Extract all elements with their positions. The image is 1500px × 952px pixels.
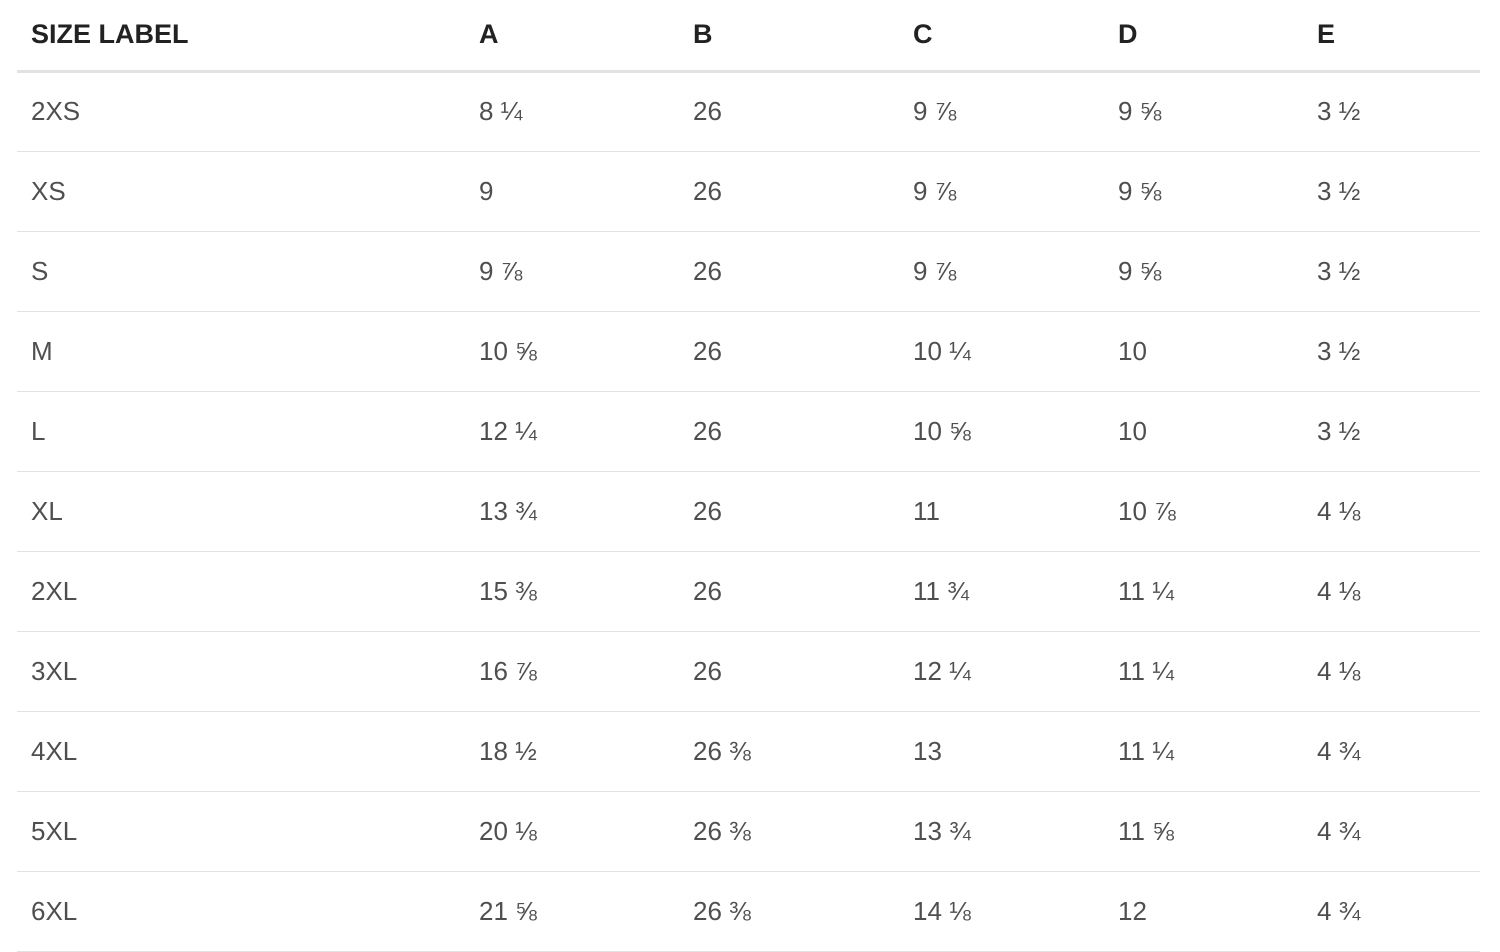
header-c: C <box>899 0 1104 73</box>
cell-a: 20 ⅛ <box>465 791 679 872</box>
cell-e: 4 ¾ <box>1303 711 1480 792</box>
cell-c: 11 <box>899 471 1104 552</box>
cell-d: 9 ⅝ <box>1104 71 1303 152</box>
cell-d: 10 <box>1104 311 1303 392</box>
cell-e: 3 ½ <box>1303 151 1480 232</box>
cell-a: 9 ⅞ <box>465 231 679 312</box>
cell-a: 9 <box>465 151 679 232</box>
cell-size-label: 2XL <box>17 551 465 632</box>
header-d: D <box>1104 0 1303 73</box>
cell-e: 3 ½ <box>1303 391 1480 472</box>
cell-d: 9 ⅝ <box>1104 231 1303 312</box>
cell-b: 26 <box>679 311 899 392</box>
header-e: E <box>1303 0 1480 73</box>
cell-d: 11 ¼ <box>1104 711 1303 792</box>
cell-a: 21 ⅝ <box>465 871 679 952</box>
table-row: 6XL 21 ⅝ 26 ⅜ 14 ⅛ 12 4 ¾ <box>17 871 1480 952</box>
cell-b: 26 <box>679 551 899 632</box>
cell-c: 10 ⅝ <box>899 391 1104 472</box>
cell-a: 13 ¾ <box>465 471 679 552</box>
cell-c: 11 ¾ <box>899 551 1104 632</box>
cell-e: 4 ⅛ <box>1303 551 1480 632</box>
cell-d: 11 ¼ <box>1104 551 1303 632</box>
cell-b: 26 <box>679 391 899 472</box>
cell-size-label: S <box>17 231 465 312</box>
cell-c: 14 ⅛ <box>899 871 1104 952</box>
cell-c: 12 ¼ <box>899 631 1104 712</box>
cell-size-label: M <box>17 311 465 392</box>
cell-d: 11 ⅝ <box>1104 791 1303 872</box>
table-header-row: SIZE LABEL A B C D E <box>17 0 1480 73</box>
cell-d: 9 ⅝ <box>1104 151 1303 232</box>
cell-c: 13 <box>899 711 1104 792</box>
cell-e: 4 ¾ <box>1303 791 1480 872</box>
cell-b: 26 <box>679 471 899 552</box>
cell-b: 26 <box>679 631 899 712</box>
cell-c: 13 ¾ <box>899 791 1104 872</box>
header-b: B <box>679 0 899 73</box>
cell-c: 10 ¼ <box>899 311 1104 392</box>
cell-a: 15 ⅜ <box>465 551 679 632</box>
cell-d: 11 ¼ <box>1104 631 1303 712</box>
cell-e: 4 ¾ <box>1303 871 1480 952</box>
cell-size-label: 6XL <box>17 871 465 952</box>
cell-a: 16 ⅞ <box>465 631 679 712</box>
cell-c: 9 ⅞ <box>899 231 1104 312</box>
cell-e: 3 ½ <box>1303 311 1480 392</box>
cell-a: 10 ⅝ <box>465 311 679 392</box>
table-row: L 12 ¼ 26 10 ⅝ 10 3 ½ <box>17 391 1480 472</box>
cell-b: 26 <box>679 151 899 232</box>
cell-b: 26 <box>679 71 899 152</box>
cell-e: 4 ⅛ <box>1303 631 1480 712</box>
cell-size-label: 3XL <box>17 631 465 712</box>
header-size-label: SIZE LABEL <box>17 0 465 73</box>
cell-size-label: XL <box>17 471 465 552</box>
cell-b: 26 ⅜ <box>679 871 899 952</box>
cell-d: 12 <box>1104 871 1303 952</box>
cell-size-label: L <box>17 391 465 472</box>
cell-size-label: XS <box>17 151 465 232</box>
cell-size-label: 4XL <box>17 711 465 792</box>
cell-e: 4 ⅛ <box>1303 471 1480 552</box>
cell-b: 26 ⅜ <box>679 711 899 792</box>
cell-a: 12 ¼ <box>465 391 679 472</box>
cell-c: 9 ⅞ <box>899 71 1104 152</box>
cell-size-label: 2XS <box>17 71 465 152</box>
cell-a: 8 ¼ <box>465 71 679 152</box>
cell-size-label: 5XL <box>17 791 465 872</box>
cell-e: 3 ½ <box>1303 231 1480 312</box>
header-a: A <box>465 0 679 73</box>
cell-a: 18 ½ <box>465 711 679 792</box>
table-row: M 10 ⅝ 26 10 ¼ 10 3 ½ <box>17 311 1480 392</box>
cell-b: 26 <box>679 231 899 312</box>
cell-e: 3 ½ <box>1303 71 1480 152</box>
cell-c: 9 ⅞ <box>899 151 1104 232</box>
cell-d: 10 ⅞ <box>1104 471 1303 552</box>
cell-d: 10 <box>1104 391 1303 472</box>
cell-b: 26 ⅜ <box>679 791 899 872</box>
